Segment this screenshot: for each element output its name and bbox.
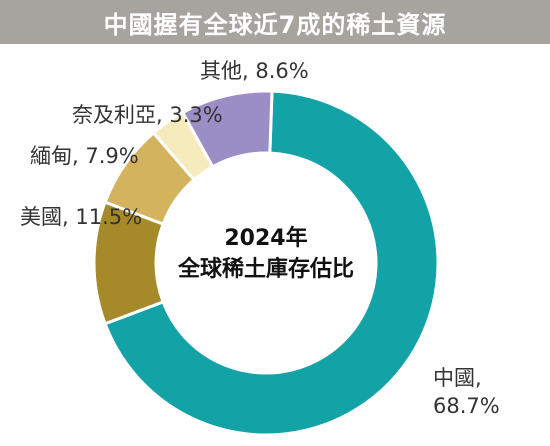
chart-title: 中國握有全球近7成的稀土資源 — [103, 10, 447, 39]
chart-title-bar: 中國握有全球近7成的稀土資源 — [0, 0, 550, 44]
slice-1 — [103, 89, 440, 437]
slice-labels: 中國, 68.7% 美國, 11.5% 緬甸, 7.9% 奈及利亞, 3.3% 其他, 8… — [20, 59, 500, 418]
slice-label-1-line-2: 68.7% — [433, 394, 500, 418]
slice-5 — [180, 89, 274, 169]
slice-label-5: 其他, 8.6% — [200, 59, 309, 83]
slice-label-2: 美國, 11.5% — [20, 205, 142, 229]
donut-slices — [92, 89, 440, 437]
center-label-caption: 全球稀土庫存估比 — [177, 256, 354, 282]
slice-label-3: 緬甸, 7.9% — [30, 144, 139, 168]
slice-label-1-line-1: 中國, — [433, 366, 482, 390]
center-label-year: 2024年 — [224, 225, 307, 251]
slice-label-4: 奈及利亞, 3.3% — [72, 103, 223, 127]
